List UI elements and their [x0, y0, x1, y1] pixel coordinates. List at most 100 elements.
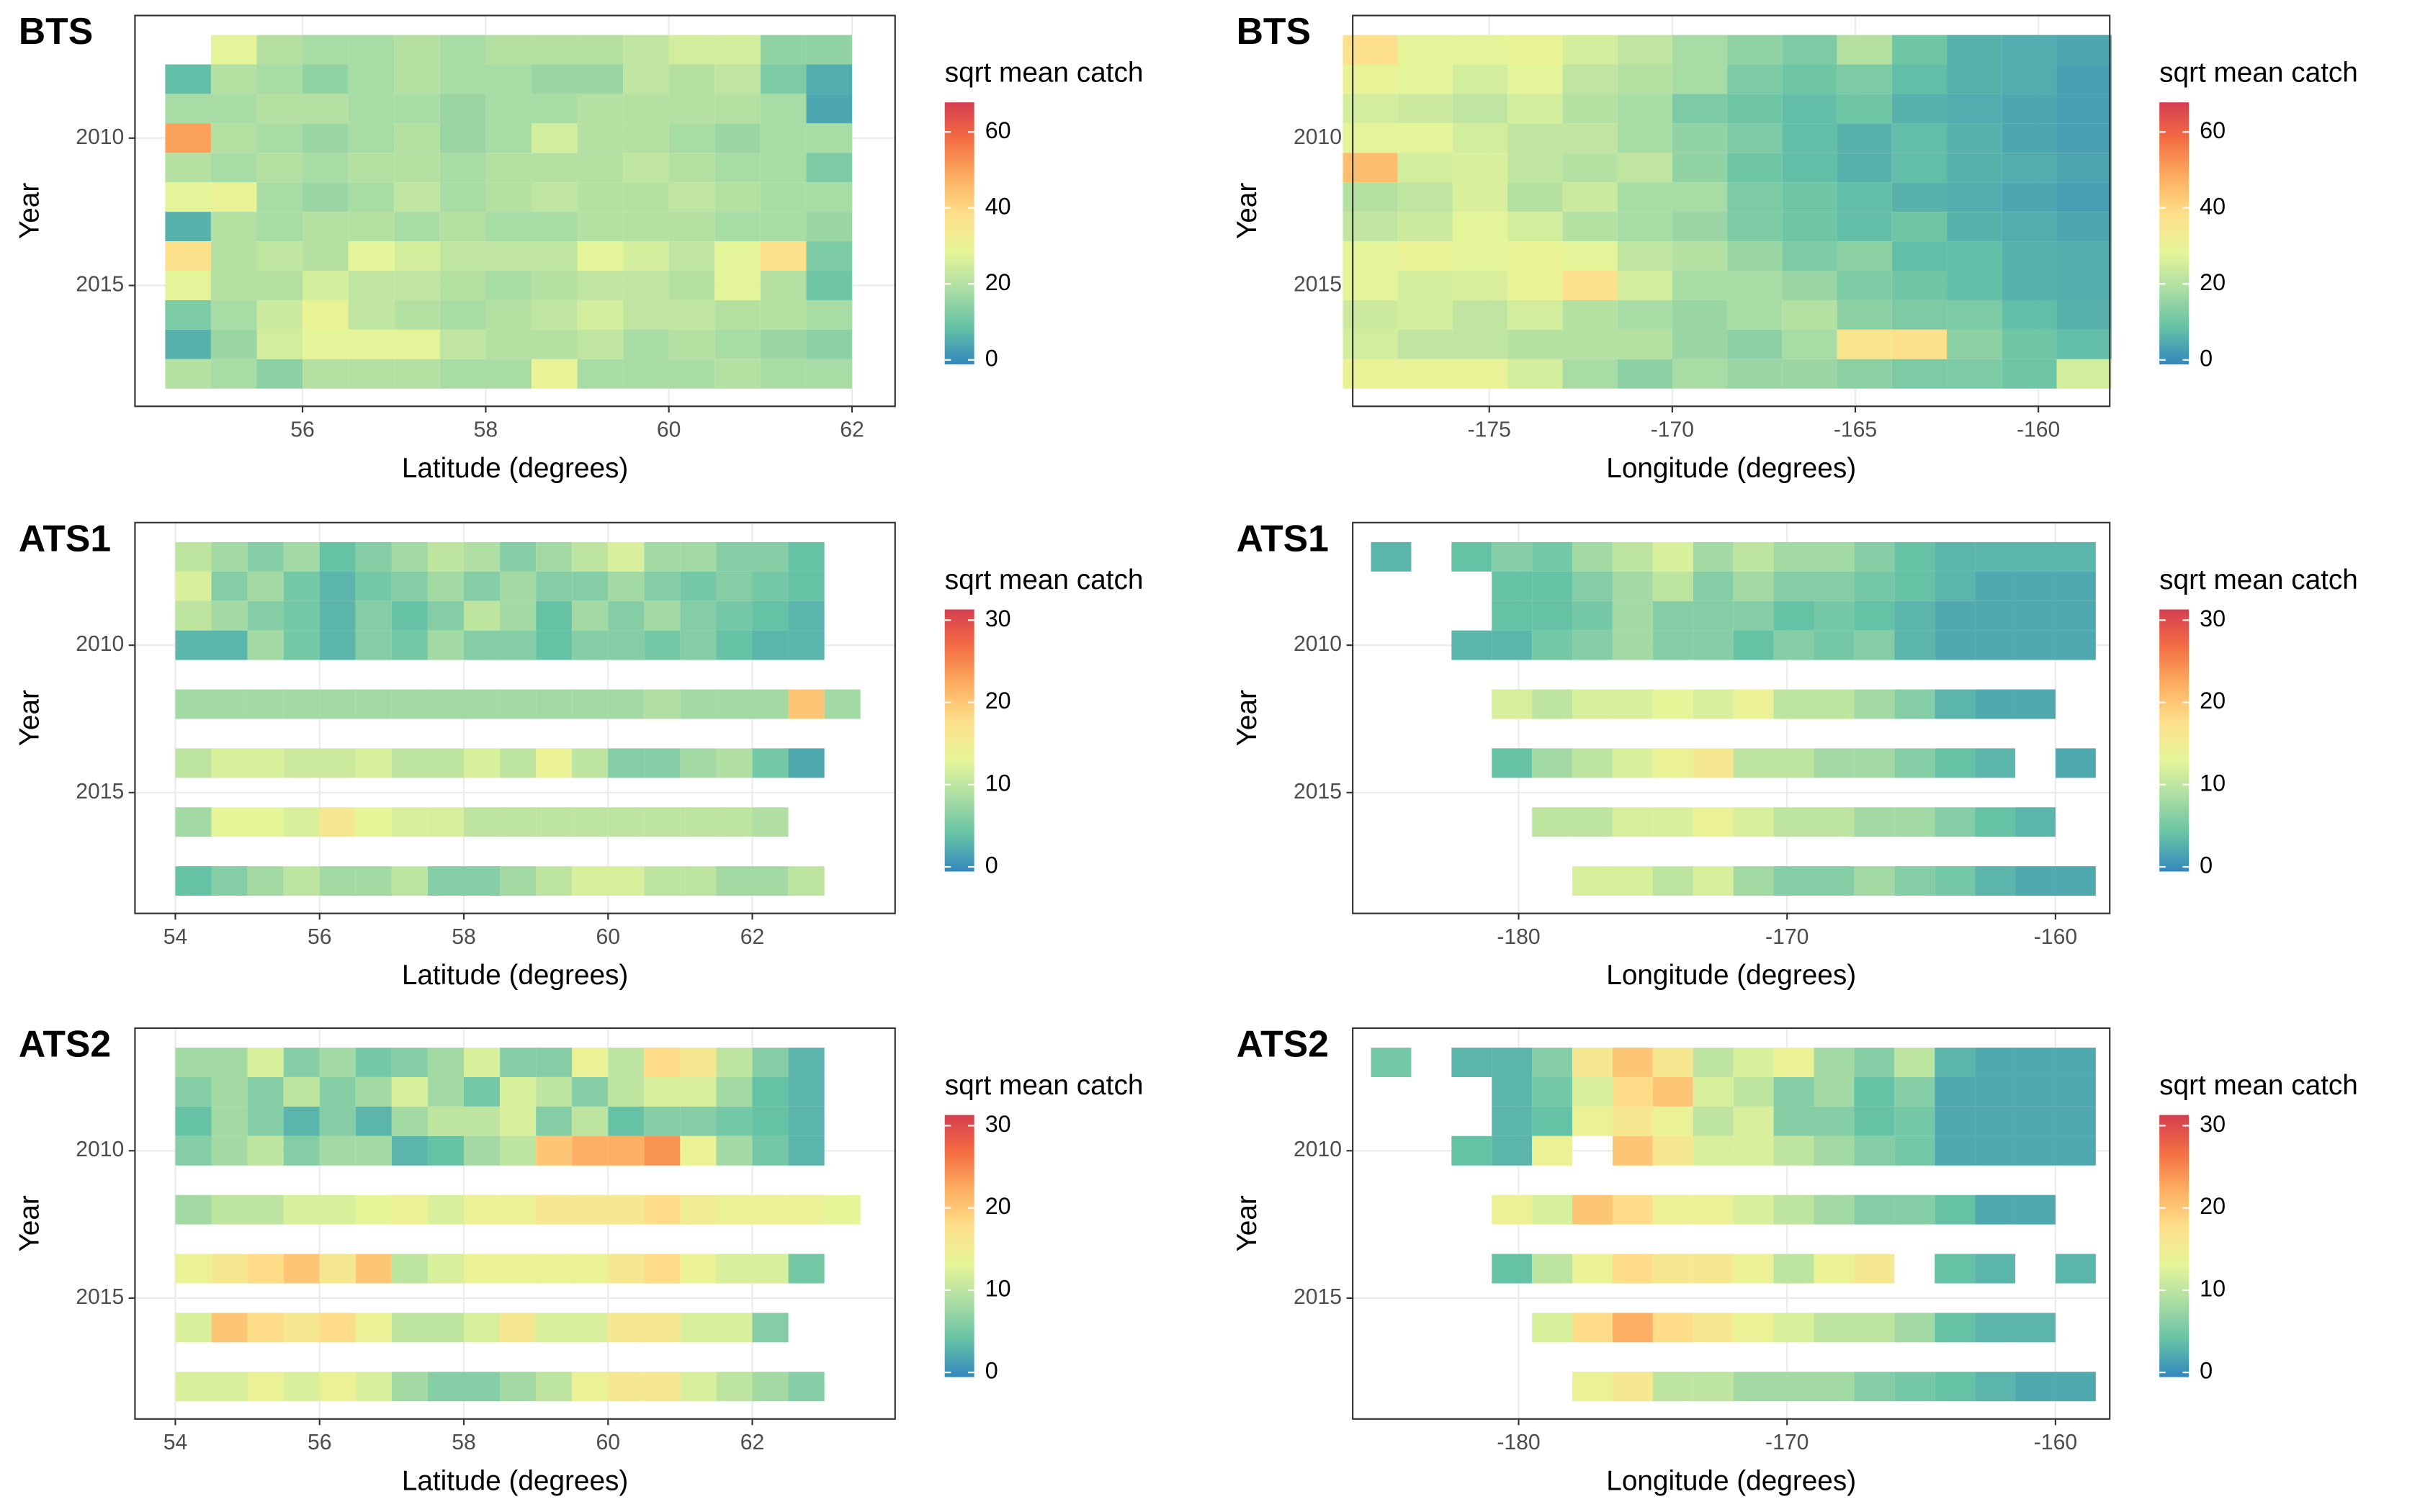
- heatmap-cell: [1837, 35, 1892, 65]
- heatmap-cell: [752, 1106, 789, 1136]
- heatmap-cell: [536, 1254, 573, 1284]
- x-axis-label: Latitude (degrees): [402, 1465, 629, 1496]
- heatmap-cell: [1727, 35, 1783, 65]
- heatmap-cell: [427, 571, 464, 601]
- colorbar-tick-label: 20: [985, 688, 1011, 714]
- heatmap-cell: [256, 153, 303, 183]
- heatmap-cell: [1891, 300, 1948, 330]
- heatmap-cell: [283, 689, 320, 719]
- heatmap-cell: [714, 153, 761, 183]
- heatmap-cell: [283, 541, 320, 572]
- heatmap-cell: [577, 153, 624, 183]
- heatmap-cell: [668, 153, 715, 183]
- heatmap-cell: [1854, 571, 1895, 601]
- heatmap-cell: [463, 600, 501, 631]
- heatmap-cell: [1652, 1254, 1693, 1284]
- colorbar-tick-label: 30: [985, 606, 1011, 631]
- heatmap-cell: [485, 300, 532, 330]
- heatmap-cell: [463, 1048, 501, 1077]
- heatmap-cell: [1492, 1254, 1533, 1284]
- heatmap-cell: [1727, 271, 1783, 300]
- heatmap-cell: [391, 1313, 428, 1343]
- heatmap-cell: [668, 94, 715, 124]
- heatmap-cell: [752, 807, 789, 837]
- heatmap-cell: [536, 571, 573, 601]
- heatmap-cell: [1935, 1076, 1976, 1107]
- heatmap-cell: [211, 630, 248, 660]
- heatmap-cell: [1975, 1254, 2016, 1284]
- heatmap-cell: [668, 212, 715, 242]
- heatmap-cell: [716, 571, 753, 601]
- heatmap-cell: [1617, 182, 1672, 212]
- heatmap-cell: [572, 541, 609, 572]
- heatmap-cell: [1891, 153, 1948, 183]
- heatmap-cell: [1935, 1254, 1976, 1284]
- heatmap-cell: [1773, 571, 1814, 601]
- heatmap-cell: [680, 1254, 717, 1284]
- heatmap-cell: [283, 600, 320, 631]
- heatmap-cell: [165, 123, 211, 153]
- heatmap-cell: [1612, 541, 1653, 572]
- heatmap-cell: [427, 1106, 464, 1136]
- heatmap-cell: [1507, 212, 1563, 242]
- heatmap-cell: [1975, 866, 2016, 896]
- heatmap-cell: [2055, 1048, 2096, 1077]
- heatmap-cell: [175, 1076, 212, 1107]
- heatmap-cell: [1733, 748, 1774, 778]
- heatmap-cell: [1672, 64, 1728, 94]
- heatmap-cell: [302, 35, 349, 65]
- heatmap-cell: [572, 630, 609, 660]
- heatmap-cell: [1894, 1135, 1935, 1166]
- heatmap-cell: [806, 241, 853, 271]
- heatmap-cell: [175, 1194, 212, 1225]
- heatmap-cell: [1693, 1106, 1734, 1136]
- heatmap-cell: [2056, 35, 2112, 65]
- heatmap-cell: [283, 1076, 320, 1107]
- heatmap-cell: [1343, 241, 1398, 271]
- heatmap-cell: [283, 1048, 320, 1077]
- heatmap-cell: [824, 689, 861, 719]
- heatmap-cell: [680, 1372, 717, 1402]
- heatmap-cell: [355, 866, 392, 896]
- heatmap-cell: [1854, 541, 1895, 572]
- heatmap-cell: [355, 689, 392, 719]
- heatmap-cell: [175, 1135, 212, 1166]
- heatmap-cell: [247, 541, 284, 572]
- heatmap-cell: [1733, 1372, 1774, 1402]
- heatmap-cell: [1572, 748, 1613, 778]
- colorbar: [2159, 1115, 2190, 1377]
- heatmap-cell: [391, 1372, 428, 1402]
- heatmap-cell: [1891, 64, 1948, 94]
- heatmap-cell: [1612, 1076, 1653, 1107]
- heatmap-cell: [210, 182, 257, 212]
- heatmap-cell: [752, 1313, 789, 1343]
- heatmap-cell: [572, 1135, 609, 1166]
- heatmap-cell: [680, 1194, 717, 1225]
- heatmap-cell: [536, 1076, 573, 1107]
- heatmap-cell: [668, 359, 715, 389]
- heatmap-cell: [760, 182, 807, 212]
- heatmap-cell: [2056, 212, 2112, 242]
- heatmap-cell: [1891, 359, 1948, 389]
- heatmap-cell: [644, 866, 681, 896]
- heatmap-cell: [1854, 600, 1895, 631]
- heatmap-cell: [2002, 153, 2057, 183]
- colorbar-tick-label: 60: [2200, 117, 2226, 143]
- heatmap-cell: [1652, 541, 1693, 572]
- heatmap-cell: [623, 359, 669, 389]
- heatmap-cell: [788, 1135, 825, 1166]
- heatmap-cell: [1782, 153, 1837, 183]
- heatmap-cell: [485, 329, 532, 359]
- heatmap-cell: [348, 359, 395, 389]
- heatmap-cell: [2002, 94, 2057, 124]
- heatmap-cell: [500, 600, 537, 631]
- heatmap-cell: [1975, 1372, 2016, 1402]
- heatmap-cell: [577, 123, 624, 153]
- heatmap-cell: [211, 1254, 248, 1284]
- heatmap-cell: [714, 94, 761, 124]
- heatmap-cell: [1733, 541, 1774, 572]
- heatmap-cell: [1814, 1048, 1855, 1077]
- heatmap-cell: [283, 1372, 320, 1402]
- heatmap-cell: [394, 182, 440, 212]
